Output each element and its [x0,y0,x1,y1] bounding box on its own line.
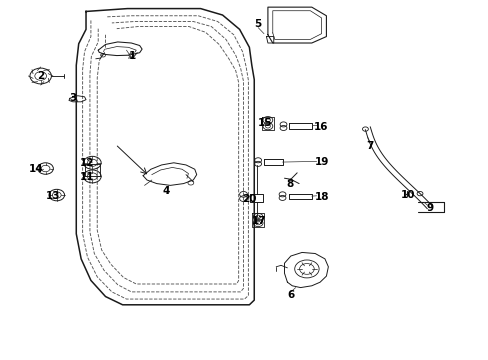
Text: 9: 9 [426,203,432,213]
Text: 5: 5 [254,19,261,29]
Text: 14: 14 [28,163,43,174]
Text: 13: 13 [46,191,61,201]
Text: 6: 6 [286,291,294,301]
Text: 16: 16 [314,122,328,132]
Text: 15: 15 [257,118,272,128]
Text: 20: 20 [242,194,256,204]
Text: 7: 7 [366,141,373,151]
Text: 19: 19 [314,157,328,167]
Text: 17: 17 [251,216,266,226]
Text: 10: 10 [400,190,415,200]
Text: 18: 18 [315,192,329,202]
Text: 1: 1 [128,51,136,61]
Text: 2: 2 [37,71,44,81]
Text: 12: 12 [80,158,95,168]
Text: 11: 11 [80,172,95,182]
Text: 8: 8 [286,179,293,189]
Text: 4: 4 [163,186,170,196]
Text: 3: 3 [69,93,76,103]
